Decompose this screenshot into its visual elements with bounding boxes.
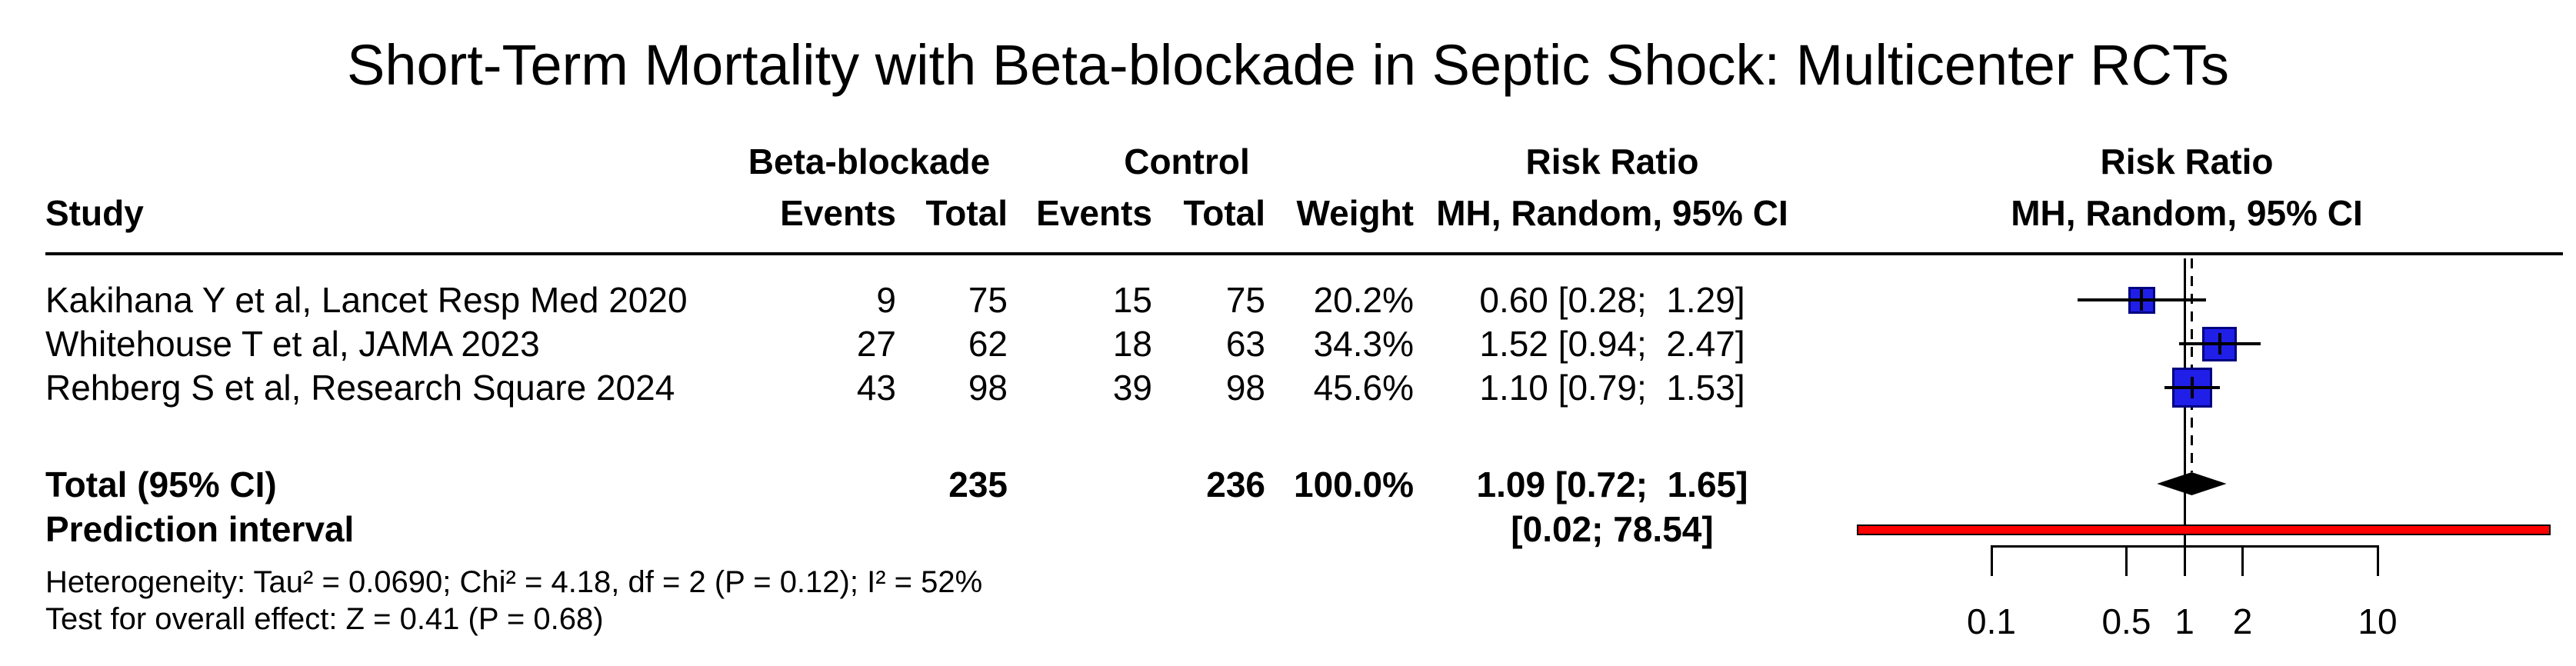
- cell-rr-ci: 0.60 [0.28; 1.29]: [1479, 280, 1745, 320]
- axis-tick-label: 0.5: [2101, 601, 2151, 641]
- table-row: Kakihana Y et al, Lancet Resp Med 2020 9 7…: [0, 278, 2576, 321]
- cell-events-control: 15: [1112, 280, 1152, 320]
- axis-tick: [2124, 545, 2128, 576]
- cell-total-control: 98: [1225, 368, 1265, 408]
- header-risk-ratio-plot: Risk Ratio: [2100, 142, 2274, 181]
- prediction-interval-row: Prediction interval [0.02; 78.54]: [0, 508, 2576, 551]
- pooled-estimate-line: [2190, 258, 2193, 472]
- heterogeneity-note: Heterogeneity: Tau² = 0.0690; Chi² = 4.1…: [45, 565, 983, 599]
- estimate-tick: [2218, 333, 2221, 355]
- header-control: Control: [1124, 142, 1250, 181]
- axis-tick: [2241, 545, 2244, 576]
- header-study: Study: [45, 193, 144, 233]
- header-total-treatment: Total: [925, 193, 1008, 233]
- cell-total-treatment: 75: [968, 280, 1008, 320]
- total-weight: 100.0%: [1293, 465, 1414, 504]
- cell-weight: 45.6%: [1313, 368, 1414, 408]
- total-treatment-n: 235: [948, 465, 1008, 504]
- header-events-control: Events: [1036, 193, 1152, 233]
- cell-total-control: 75: [1225, 280, 1265, 320]
- header-risk-ratio: Risk Ratio: [1525, 142, 1699, 181]
- cell-events-control: 18: [1112, 324, 1152, 364]
- header-weight: Weight: [1296, 193, 1414, 233]
- overall-effect-note: Test for overall effect: Z = 0.41 (P = 0…: [45, 602, 604, 636]
- header-rr-ci: MH, Random, 95% CI: [1436, 193, 1788, 233]
- axis-tick-label: 2: [2232, 601, 2253, 641]
- table-row: Rehberg S et al, Research Square 2024 43 9…: [0, 366, 2576, 409]
- estimate-tick: [2191, 377, 2194, 398]
- header-rr-ci-plot: MH, Random, 95% CI: [2011, 193, 2363, 233]
- header-events-treatment: Events: [780, 193, 896, 233]
- cell-weight: 34.3%: [1313, 324, 1414, 364]
- cell-total-control: 63: [1225, 324, 1265, 364]
- cell-events-treatment: 9: [876, 280, 896, 320]
- header-beta-blockade: Beta-blockade: [748, 142, 991, 181]
- header-total-control: Total: [1183, 193, 1265, 233]
- estimate-tick: [2140, 289, 2144, 311]
- cell-rr-ci: 1.10 [0.79; 1.53]: [1479, 368, 1745, 408]
- header-column-row: Study Events Total Events Total Weight M…: [0, 191, 2576, 235]
- prediction-interval-bar: [1856, 524, 2551, 535]
- cell-study: Rehberg S et al, Research Square 2024: [45, 368, 675, 408]
- prediction-label: Prediction interval: [45, 509, 355, 549]
- total-row: Total (95% CI) 235 236 100.0% 1.09 [0.72…: [0, 463, 2576, 506]
- cell-study: Kakihana Y et al, Lancet Resp Med 2020: [45, 280, 688, 320]
- axis-tick-label: 10: [2358, 601, 2398, 641]
- cell-events-treatment: 27: [856, 324, 896, 364]
- total-label: Total (95% CI): [45, 465, 277, 504]
- cell-rr-ci: 1.52 [0.94; 2.47]: [1479, 324, 1745, 364]
- figure-title: Short-Term Mortality with Beta-blockade …: [347, 33, 2229, 97]
- axis-tick-label: 1: [2174, 601, 2194, 641]
- cell-events-control: 39: [1112, 368, 1152, 408]
- axis-tick: [2376, 545, 2379, 576]
- axis-tick-label: 0.1: [1967, 601, 2016, 641]
- header-group-row: Beta-blockade Control Risk Ratio Risk Ra…: [0, 140, 2576, 183]
- total-rr-ci: 1.09 [0.72; 1.65]: [1476, 465, 1748, 504]
- total-control-n: 236: [1206, 465, 1265, 504]
- axis-tick: [1990, 545, 1993, 576]
- prediction-ci: [0.02; 78.54]: [1511, 509, 1714, 549]
- cell-events-treatment: 43: [856, 368, 896, 408]
- cell-total-treatment: 62: [968, 324, 1008, 364]
- axis-tick: [2183, 545, 2186, 576]
- table-row: Whitehouse T et al, JAMA 2023 27 62 18 63 34.…: [0, 322, 2576, 365]
- cell-total-treatment: 98: [968, 368, 1008, 408]
- cell-weight: 20.2%: [1313, 280, 1414, 320]
- cell-study: Whitehouse T et al, JAMA 2023: [45, 324, 540, 364]
- header-separator-line: [45, 252, 2563, 255]
